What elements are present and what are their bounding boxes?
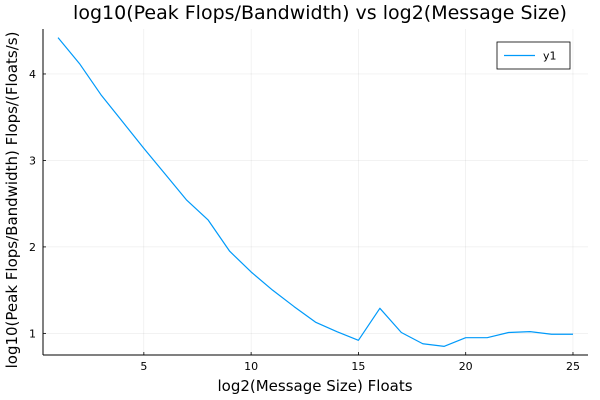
y-axis-label: log10(Peak Flops/Bandwidth) Flops/(Float… (3, 32, 21, 369)
x-axis-label: log2(Message Size) Floats (217, 377, 412, 395)
y-tick-label-2: 2 (29, 241, 36, 254)
tick-labels: 5 10 15 20 25 1 2 3 4 (29, 68, 580, 373)
y-tick-label-4: 4 (29, 68, 36, 81)
x-tick-label-20: 20 (459, 360, 473, 373)
y-tick-label-1: 1 (29, 327, 36, 340)
y-tick-label-3: 3 (29, 154, 36, 167)
chart-title: log10(Peak Flops/Bandwidth) vs log2(Mess… (73, 2, 567, 24)
legend: y1 (496, 41, 571, 70)
x-tick-label-25: 25 (566, 360, 580, 373)
x-tick-label-15: 15 (351, 360, 365, 373)
series-line-y1 (57, 37, 573, 347)
x-tick-label-10: 10 (244, 360, 258, 373)
legend-label-y1: y1 (543, 50, 557, 63)
axes (42, 29, 588, 356)
grid (43, 29, 588, 355)
x-tick-label-5: 5 (140, 360, 147, 373)
series-lines (57, 37, 573, 347)
